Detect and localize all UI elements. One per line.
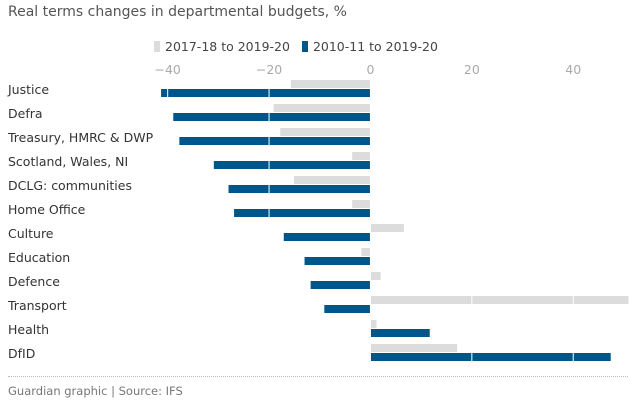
legend-swatch-series-1	[154, 41, 160, 52]
category-label: Defence	[8, 274, 60, 289]
bar-2017-18-to-2019-20	[280, 128, 371, 136]
bar-2017-18-to-2019-20	[370, 320, 377, 328]
legend-label-series-1: 2017-18 to 2019-20	[165, 39, 290, 54]
legend-label-series-2: 2010-11 to 2019-20	[312, 39, 438, 54]
category-label: Culture	[8, 226, 54, 241]
bar-2010-11-to-2019-20	[324, 305, 371, 313]
bar-2017-18-to-2019-20	[290, 80, 371, 88]
footer-divider	[8, 376, 628, 377]
bar-chart: −40 −20 0 20 40 Justice Defra Treasury, HMRC & …	[7, 62, 629, 361]
category-label: Treasury, HMRC & DWP	[7, 130, 154, 145]
bar-2010-11-to-2019-20	[228, 185, 371, 193]
bar-2010-11-to-2019-20	[161, 89, 371, 97]
category-label: DCLG: communities	[8, 178, 132, 193]
bar-2017-18-to-2019-20	[293, 176, 371, 184]
bar-2010-11-to-2019-20	[234, 209, 371, 217]
category-label: Justice	[7, 82, 49, 97]
x-tick-label: 20	[464, 62, 480, 77]
bar-2010-11-to-2019-20	[310, 281, 371, 289]
bar-2017-18-to-2019-20	[273, 104, 371, 112]
legend-swatch-series-2	[301, 41, 308, 52]
bar-2017-18-to-2019-20	[370, 224, 404, 232]
category-label: Education	[8, 250, 70, 265]
category-label: Defra	[8, 106, 43, 121]
bar-2010-11-to-2019-20	[283, 233, 371, 241]
bar-2017-18-to-2019-20	[370, 296, 629, 304]
bar-2010-11-to-2019-20	[173, 113, 371, 121]
chart-title: Real terms changes in departmental budge…	[8, 4, 347, 20]
x-tick-label: −40	[154, 62, 180, 77]
bar-2010-11-to-2019-20	[179, 137, 371, 145]
x-tick-label: 40	[565, 62, 581, 77]
bar-2017-18-to-2019-20	[370, 344, 458, 352]
category-label: Scotland, Wales, NI	[8, 154, 128, 169]
footer-source: Guardian graphic | Source: IFS	[8, 384, 183, 398]
bar-2017-18-to-2019-20	[361, 248, 371, 256]
legend-item-series-1: 2017-18 to 2019-20	[154, 39, 290, 54]
x-tick-label: −20	[256, 62, 282, 77]
bar-2010-11-to-2019-20	[213, 161, 371, 169]
bar-2017-18-to-2019-20	[352, 152, 371, 160]
category-label: DfID	[8, 346, 35, 361]
x-tick-label: 0	[366, 62, 374, 77]
bar-2010-11-to-2019-20	[370, 353, 611, 361]
bar-2010-11-to-2019-20	[370, 329, 430, 337]
bar-2017-18-to-2019-20	[370, 272, 381, 280]
category-label: Health	[8, 322, 49, 337]
legend-item-series-2: 2010-11 to 2019-20	[301, 39, 438, 54]
category-label: Transport	[7, 298, 67, 313]
chart-legend: 2017-18 to 2019-20 2010-11 to 2019-20	[154, 39, 438, 54]
bar-2017-18-to-2019-20	[352, 200, 371, 208]
bar-2010-11-to-2019-20	[304, 257, 371, 265]
category-label: Home Office	[8, 202, 86, 217]
